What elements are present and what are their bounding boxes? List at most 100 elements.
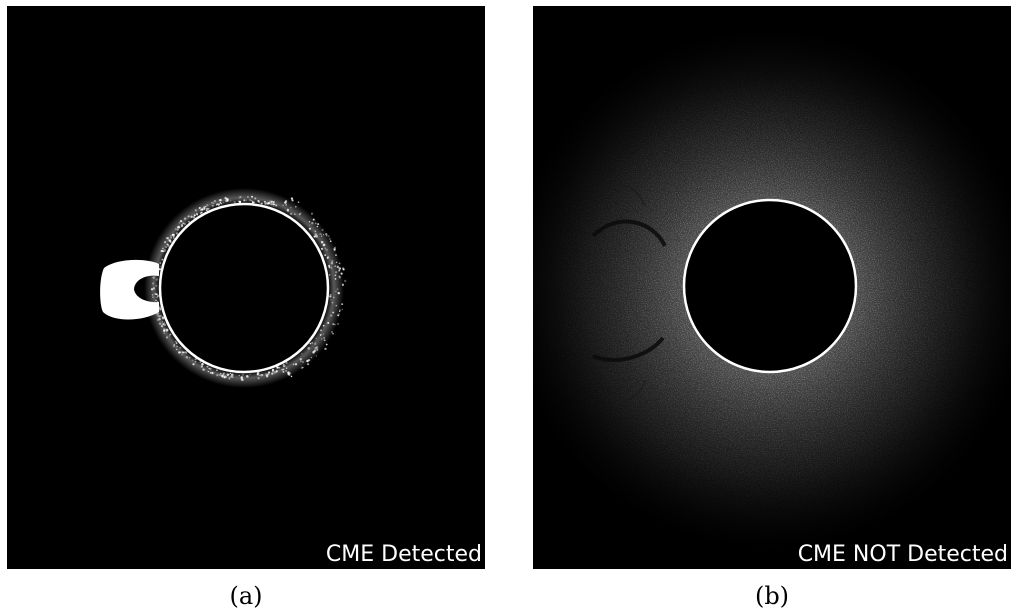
halo-speckle — [182, 222, 184, 225]
halo-speckle — [206, 365, 209, 368]
halo-speckle — [223, 376, 226, 379]
halo-speckle — [316, 348, 319, 351]
halo-speckle — [257, 377, 260, 380]
halo-speckle — [336, 313, 340, 317]
halo-speckle — [302, 361, 304, 363]
halo-speckle — [285, 204, 287, 206]
halo-speckle — [320, 329, 322, 332]
halo-speckle — [213, 200, 217, 203]
halo-speckle — [220, 202, 223, 205]
halo-speckle — [158, 317, 161, 321]
halo-speckle — [167, 238, 170, 241]
halo-speckle — [169, 333, 172, 336]
halo-speckle — [287, 371, 290, 374]
halo-speckle — [320, 241, 324, 244]
halo-speckle — [164, 241, 166, 243]
halo-speckle — [315, 355, 318, 357]
halo-speckle — [331, 301, 334, 304]
halo-speckle — [268, 371, 271, 374]
halo-speckle — [173, 345, 175, 348]
cme-blob — [100, 259, 159, 320]
halo-speckle — [185, 355, 189, 359]
halo-speckle — [159, 262, 161, 264]
halo-speckle — [271, 372, 274, 375]
halo-speckle — [327, 235, 330, 238]
halo-speckle — [337, 291, 341, 295]
halo-speckle — [331, 331, 334, 333]
halo-speckle — [192, 363, 195, 366]
halo-speckle — [294, 213, 296, 215]
halo-speckle — [326, 249, 328, 251]
halo-speckle — [341, 283, 345, 286]
halo-speckle — [256, 371, 260, 375]
halo-speckle — [172, 233, 175, 237]
halo-speckle — [272, 205, 275, 207]
halo-speckle — [285, 367, 288, 369]
halo-speckle — [212, 202, 215, 205]
halo-speckle — [222, 375, 226, 378]
halo-speckle — [230, 375, 233, 378]
halo-speckle — [216, 374, 219, 377]
halo-speckle — [282, 370, 285, 373]
halo-speckle — [209, 372, 212, 374]
halo-speckle — [175, 232, 179, 235]
halo-speckle — [181, 225, 184, 228]
halo-speckle — [307, 359, 311, 362]
halo-speckle — [205, 204, 209, 207]
halo-speckle — [332, 332, 334, 335]
halo-speckle — [203, 208, 206, 211]
halo-speckle — [267, 373, 270, 376]
halo-speckle — [181, 354, 183, 356]
halo-speckle — [204, 205, 207, 208]
halo-speckle — [264, 373, 268, 376]
halo-speckle — [282, 204, 284, 206]
halo-speckle — [310, 356, 312, 359]
halo-speckle — [200, 211, 203, 214]
halo-speckle — [314, 230, 317, 233]
halo-speckle — [275, 204, 278, 207]
halo-speckle — [301, 353, 303, 355]
halo-speckle — [158, 306, 162, 309]
halo-speckle — [341, 308, 343, 311]
halo-speckle — [153, 287, 156, 290]
halo-speckle — [191, 359, 194, 362]
halo-speckle — [183, 223, 187, 226]
halo-speckle — [285, 370, 287, 372]
halo-speckle — [194, 360, 197, 363]
halo-speckle — [172, 237, 175, 239]
halo-speckle — [338, 275, 341, 278]
halo-speckle — [334, 248, 336, 251]
halo-speckle — [322, 243, 326, 247]
halo-speckle — [338, 269, 341, 272]
halo-speckle — [231, 375, 234, 378]
halo-speckle — [163, 332, 166, 334]
halo-speckle — [334, 323, 336, 326]
halo-speckle — [175, 228, 177, 230]
halo-speckle — [194, 358, 197, 361]
halo-speckle — [151, 282, 155, 285]
halo-speckle — [299, 212, 302, 215]
halo-speckle — [231, 373, 234, 377]
halo-speckle — [292, 363, 295, 366]
halo-speckle — [200, 365, 203, 368]
halo-speckle — [219, 198, 222, 202]
halo-speckle — [180, 220, 182, 222]
occulter-ring-a — [158, 202, 330, 374]
halo-speckle — [269, 200, 271, 202]
halo-speckle — [332, 311, 335, 314]
halo-speckle — [254, 197, 257, 200]
halo-speckle — [338, 267, 342, 270]
halo-speckle — [291, 199, 294, 202]
halo-speckle — [196, 214, 199, 216]
halo-speckle — [178, 226, 181, 229]
halo-speckle — [299, 357, 303, 361]
halo-speckle — [161, 316, 165, 320]
halo-speckle — [156, 293, 158, 296]
halo-speckle — [322, 324, 325, 327]
halo-speckle — [329, 240, 332, 243]
halo-speckle — [328, 273, 331, 276]
halo-speckle — [339, 309, 341, 311]
halo-speckle — [241, 373, 245, 376]
halo-speckle — [290, 197, 294, 200]
halo-speckle — [334, 278, 337, 280]
